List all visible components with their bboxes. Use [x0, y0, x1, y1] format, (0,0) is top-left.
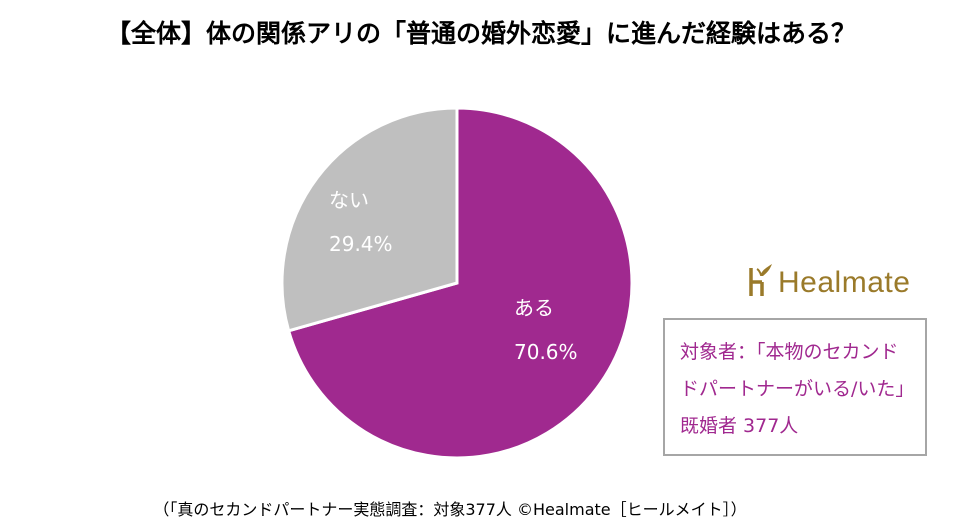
healmate-logo: Healmate: [748, 260, 910, 298]
slice-value-aru: 70.6%: [514, 340, 578, 364]
note-line-3: 既婚者 377人: [680, 415, 799, 437]
source-footer: （「真のセカンドパートナー実態調査：対象377人 ©Healmate［ヒールメイ…: [153, 500, 747, 519]
note-line-2: ドパートナーがいる/いた」: [680, 378, 915, 400]
logo-bird-h-icon: [749, 264, 772, 296]
pie-slice-1: [280, 106, 459, 333]
note-line-1: 対象者：「本物のセカンド: [680, 341, 899, 363]
target-note-box: 対象者：「本物のセカンド ドパートナーがいる/いた」 既婚者 377人: [663, 318, 927, 456]
pie-slice-0: [286, 106, 634, 460]
slice-label-aru: ある: [514, 296, 554, 320]
logo-text: Healmate: [778, 266, 911, 299]
slice-label-nai: ない: [329, 188, 369, 212]
slice-value-nai: 29.4%: [329, 232, 393, 256]
chart-title: 【全体】体の関係アリの「普通の婚外恋愛」に進んだ経験はある？: [105, 19, 856, 48]
